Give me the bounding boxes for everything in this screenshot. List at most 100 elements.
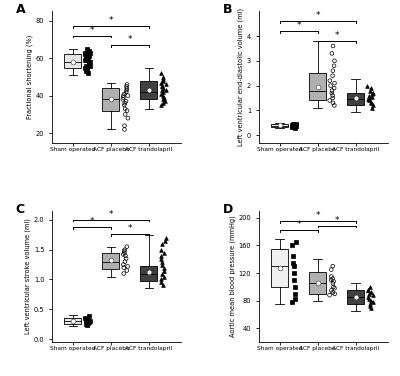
Point [365,287,371,293]
Point [292,123,299,129]
Point [84,67,90,73]
Point [158,102,164,108]
Point [82,317,89,323]
Point [289,299,296,305]
Point [327,77,333,83]
Point [364,96,371,102]
Point [289,243,296,249]
Point [331,58,338,64]
Point [121,248,127,254]
Point [124,268,130,274]
Point [290,121,296,127]
Point [86,63,93,69]
PathPatch shape [64,318,82,324]
Point [331,85,337,91]
Point [163,87,169,93]
PathPatch shape [271,124,288,127]
Point [86,61,92,67]
Point [328,287,334,293]
Point [159,282,166,288]
Point [293,121,300,127]
Point [86,53,92,59]
Point [329,90,335,96]
Point [159,241,166,247]
Point [328,277,334,283]
Point [82,68,89,74]
Point [122,111,128,117]
Point [123,83,130,89]
Point [369,90,376,96]
Point [326,292,333,298]
Point [121,126,128,132]
Point [86,61,92,67]
Y-axis label: Left ventricular end-diastolic volume (ml): Left ventricular end-diastolic volume (m… [238,8,244,146]
Point [86,59,93,65]
Point [86,314,92,320]
Point [120,252,126,258]
Point [82,65,88,71]
Point [368,100,374,106]
Point [330,95,336,101]
Point [368,290,375,296]
Point [124,263,131,269]
Point [160,96,166,102]
Point [366,95,372,101]
Point [84,46,91,52]
Point [82,50,88,56]
Point [289,122,295,128]
Point [86,50,93,56]
Text: B: B [222,3,232,17]
Point [158,276,164,282]
Point [329,276,336,282]
PathPatch shape [102,253,120,269]
Text: *: * [334,216,339,225]
Point [160,100,166,106]
PathPatch shape [309,73,326,100]
Point [159,270,166,276]
Point [158,80,164,86]
Point [291,123,298,129]
PathPatch shape [347,290,364,304]
Point [367,303,374,309]
Point [291,263,297,269]
Point [364,83,371,89]
Point [85,53,91,59]
Point [160,74,166,80]
Text: *: * [128,35,132,44]
Text: *: * [90,26,94,35]
Point [159,83,165,89]
Y-axis label: Fractional shortening (%): Fractional shortening (%) [26,35,33,119]
Point [366,291,372,297]
Point [366,284,373,290]
Point [160,78,166,84]
Point [370,292,376,298]
Point [122,259,128,265]
PathPatch shape [102,88,120,111]
Point [158,279,164,285]
Point [86,320,92,326]
Point [124,82,130,88]
Point [124,244,130,250]
Point [85,319,91,325]
Point [365,287,372,293]
Point [121,91,128,97]
Y-axis label: Aortic mean blood pressure (mmHg): Aortic mean blood pressure (mmHg) [229,215,236,337]
Point [327,83,334,89]
Point [292,284,299,290]
Point [120,262,127,268]
Point [158,259,165,265]
Point [158,91,164,97]
Point [290,260,296,266]
Point [158,256,164,262]
Y-axis label: Left ventricular stroke volume (ml): Left ventricular stroke volume (ml) [24,218,31,334]
Point [123,89,130,95]
Point [293,239,300,245]
Point [85,320,91,326]
Point [122,247,128,253]
Point [162,98,168,104]
Point [370,299,376,305]
Point [124,85,130,91]
Point [84,322,90,328]
Point [160,92,166,99]
Point [123,87,130,93]
